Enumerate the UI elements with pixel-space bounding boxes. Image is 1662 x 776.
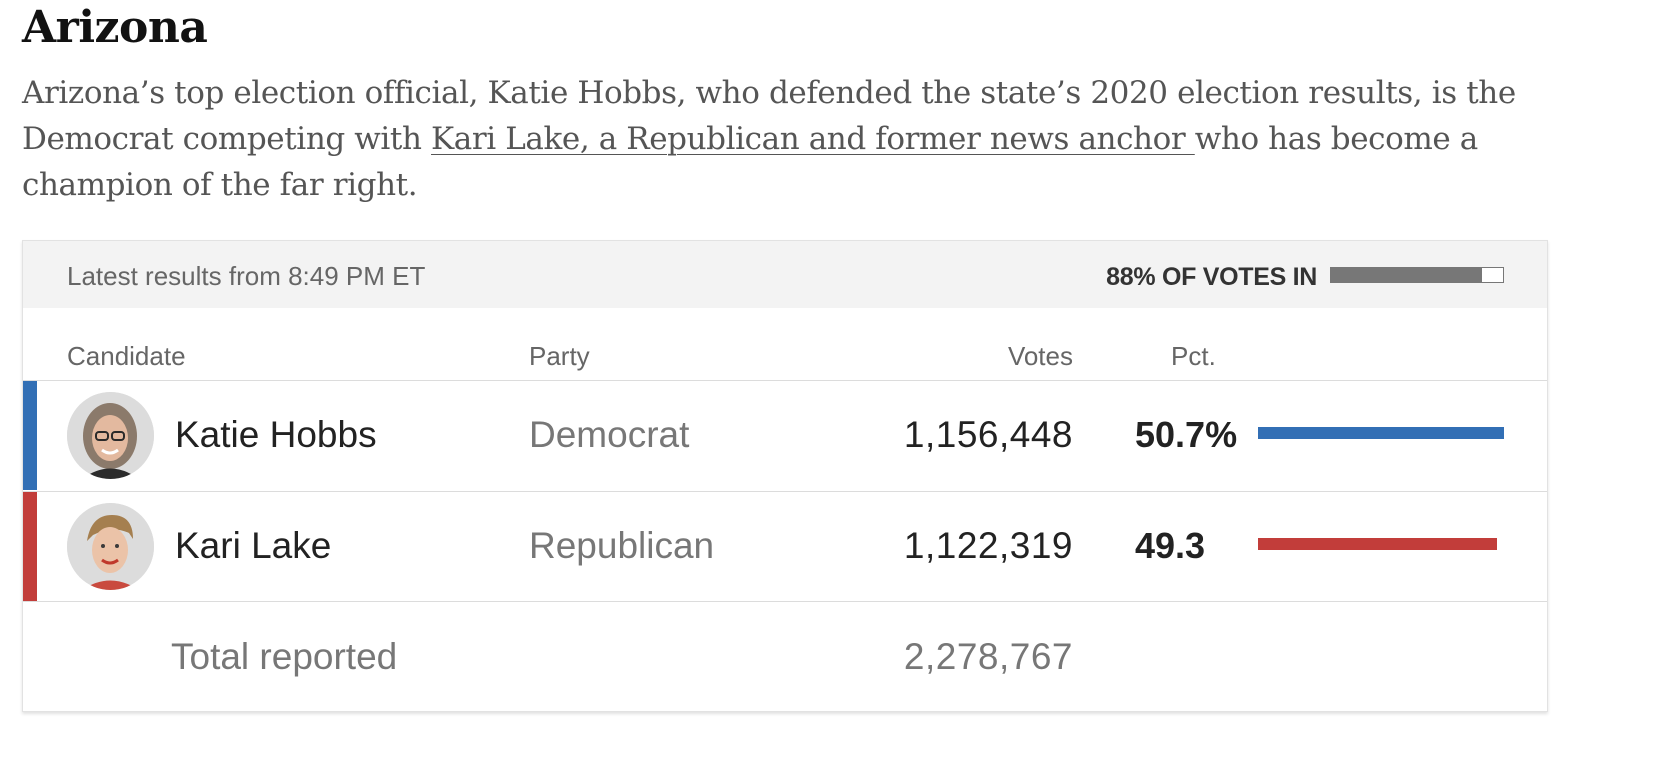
candidate-votes: 1,156,448 bbox=[903, 414, 1073, 455]
candidate-party: Democrat bbox=[529, 414, 690, 455]
divider bbox=[23, 491, 1547, 492]
party-color-bar bbox=[23, 492, 37, 601]
kari-lake-link[interactable]: Kari Lake, a Republican and former news … bbox=[431, 121, 1195, 157]
votes-in-label: 88% OF VOTES IN bbox=[1106, 263, 1317, 291]
candidate-row-hobbs: Katie Hobbs Democrat 1,156,448 50.7% bbox=[23, 381, 1547, 490]
results-header: Latest results from 8:49 PM ET 88% OF VO… bbox=[23, 241, 1547, 308]
candidate-party: Republican bbox=[529, 525, 715, 566]
candidate-pct: 49.3 bbox=[1135, 525, 1206, 566]
column-header-candidate: Candidate bbox=[67, 341, 186, 371]
total-reported-votes: 2,278,767 bbox=[903, 636, 1073, 677]
party-color-bar bbox=[23, 381, 37, 490]
last-updated-text: Latest results from 8:49 PM ET bbox=[67, 261, 426, 291]
page-title: Arizona bbox=[22, 2, 208, 53]
candidate-photo-icon bbox=[67, 392, 154, 479]
pct-bar bbox=[1258, 538, 1497, 550]
candidate-photo-icon bbox=[67, 503, 154, 590]
total-reported-label: Total reported bbox=[171, 636, 398, 677]
candidate-votes: 1,122,319 bbox=[903, 525, 1073, 566]
column-header-party: Party bbox=[529, 341, 590, 371]
intro-text-before: Arizona’s top election official, Katie H… bbox=[22, 75, 1516, 157]
candidate-pct: 50.7% bbox=[1135, 414, 1238, 455]
candidate-name: Kari Lake bbox=[175, 525, 332, 566]
intro-paragraph: Arizona’s top election official, Katie H… bbox=[22, 70, 1582, 208]
results-table: Latest results from 8:49 PM ET 88% OF VO… bbox=[22, 240, 1548, 712]
column-header-pct: Pct. bbox=[1171, 341, 1216, 371]
candidate-name: Katie Hobbs bbox=[175, 414, 377, 455]
votes-in-progress-fill bbox=[1331, 268, 1483, 282]
divider bbox=[23, 380, 1547, 381]
divider bbox=[23, 601, 1547, 602]
column-header-votes: Votes bbox=[1007, 341, 1073, 371]
pct-bar bbox=[1258, 427, 1504, 439]
votes-in-progress-bar bbox=[1330, 267, 1504, 283]
intro-text-after: who has become a champion of the far rig… bbox=[22, 121, 1478, 203]
candidate-row-lake: Kari Lake Republican 1,122,319 49.3 bbox=[23, 492, 1547, 601]
